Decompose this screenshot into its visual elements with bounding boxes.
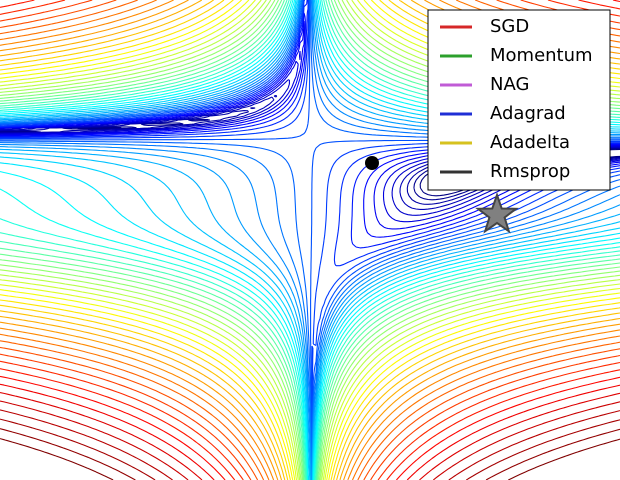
contour-line	[0, 400, 620, 480]
contour-line	[0, 438, 620, 480]
legend-label: Rmsprop	[490, 161, 570, 182]
legend-label: Adadelta	[490, 132, 570, 153]
contour-line	[0, 418, 620, 480]
contour-line	[0, 409, 620, 480]
legend-label: NAG	[490, 74, 529, 95]
minimum-star	[475, 191, 519, 234]
start-point	[365, 156, 379, 170]
legend-label: Adagrad	[490, 103, 566, 124]
legend-label: Momentum	[490, 45, 593, 66]
contour-line	[0, 391, 620, 480]
legend: SGD Momentum NAG Adagrad Adadelta Rmsprop	[427, 9, 611, 191]
contour-line	[0, 428, 620, 480]
legend-box	[427, 9, 611, 191]
legend-label: SGD	[490, 16, 529, 37]
contour-line	[0, 383, 620, 480]
